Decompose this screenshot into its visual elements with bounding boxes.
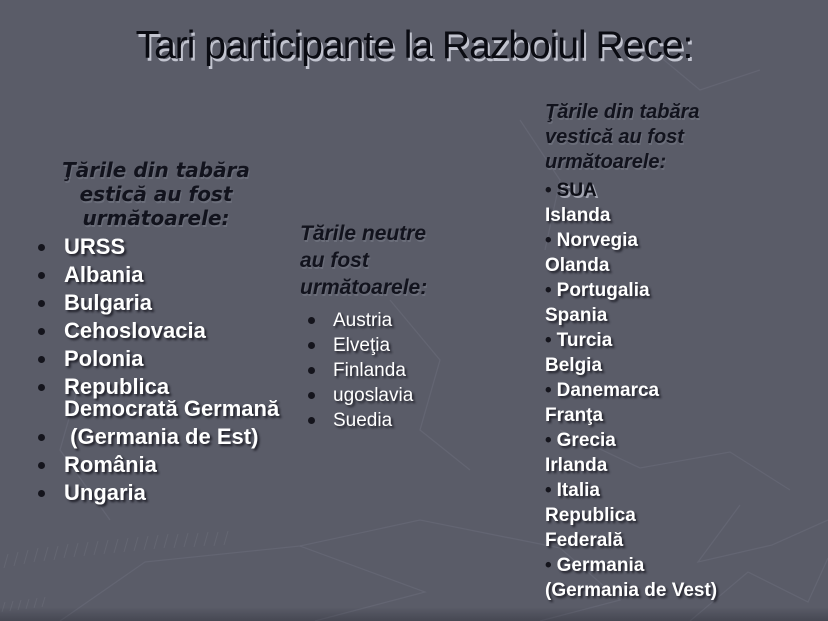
country-item: Albania: [28, 264, 284, 286]
country-item: ugoslavia: [300, 383, 485, 408]
country-item: Franţa: [545, 405, 604, 426]
west-heading-line: vestică au fost: [545, 126, 684, 148]
country-item: • Grecia: [545, 430, 616, 451]
slide-title: Tari participante la Razboiul Rece:: [135, 24, 694, 67]
west-bloc-list: • SUA Islanda • Norvegia Olanda • Portugalia Spa…: [545, 178, 810, 603]
country-item: Austria: [300, 308, 485, 333]
country-item: Federală: [545, 530, 624, 551]
country-item: URSS: [28, 236, 284, 258]
bullet-icon: •: [545, 555, 552, 576]
country-item: Republica: [545, 505, 636, 526]
east-heading-line: următoarele:: [82, 206, 230, 230]
neutral-heading-line: următoarele:: [300, 276, 428, 299]
country-item: (Germania de Vest): [545, 580, 718, 601]
country-item: Bulgaria: [28, 292, 284, 314]
country-item: Belgia: [545, 355, 603, 376]
country-item: • Turcia: [545, 330, 613, 351]
bullet-icon: •: [545, 230, 552, 251]
bullet-icon: •: [545, 380, 552, 401]
east-heading-line: Ţările din tabăra: [62, 158, 250, 182]
country-item: Islanda: [545, 205, 611, 226]
country-item: Suedia: [300, 408, 485, 433]
east-heading-line: estică au fost: [79, 182, 233, 206]
country-item: Ungaria: [28, 482, 284, 504]
country-item: • Norvegia: [545, 230, 638, 251]
country-item: (Germania de Est): [28, 426, 284, 448]
bullet-icon: •: [545, 280, 552, 301]
country-item: Spania: [545, 305, 608, 326]
country-item: Polonia: [28, 348, 284, 370]
country-item: Irlanda: [545, 455, 608, 476]
country-item: Elveţia: [300, 333, 485, 358]
country-item: • Italia: [545, 480, 600, 501]
country-item: Olanda: [545, 255, 610, 276]
neutral-column: Tările neutre au fost următoarele: Austr…: [300, 220, 485, 433]
neutral-heading: Tările neutre au fost următoarele:: [300, 220, 485, 301]
east-bloc-column: Ţările din tabăra estică au fost următoa…: [28, 158, 284, 510]
bullet-icon: •: [545, 430, 552, 451]
neutral-list: Austria Elveţia Finlanda ugoslavia Suedia: [300, 308, 485, 433]
east-bloc-list: URSS Albania Bulgaria Cehoslovacia Polonia Re…: [28, 236, 284, 504]
country-item: • Portugalia: [545, 280, 650, 301]
bullet-icon: •: [545, 180, 552, 201]
country-item: Republica Democrată Germană: [28, 376, 284, 420]
country-item: • Germania: [545, 555, 645, 576]
neutral-heading-line: Tările neutre: [300, 222, 427, 245]
neutral-heading-line: au fost: [300, 249, 369, 272]
west-bloc-heading: Ţările din tabăra vestică au fost următo…: [545, 100, 810, 175]
country-item: • SUA: [545, 180, 597, 201]
country-item: • Danemarca: [545, 380, 660, 401]
country-item: Finlanda: [300, 358, 485, 383]
country-item: Cehoslovacia: [28, 320, 284, 342]
bullet-icon: •: [545, 480, 552, 501]
country-item: România: [28, 454, 284, 476]
west-bloc-column: Ţările din tabăra vestică au fost următo…: [545, 100, 810, 603]
west-heading-line: Ţările din tabăra: [545, 101, 700, 123]
east-bloc-heading: Ţările din tabăra estică au fost următoa…: [28, 158, 284, 230]
west-heading-line: următoarele:: [545, 151, 667, 173]
bullet-icon: •: [545, 330, 552, 351]
